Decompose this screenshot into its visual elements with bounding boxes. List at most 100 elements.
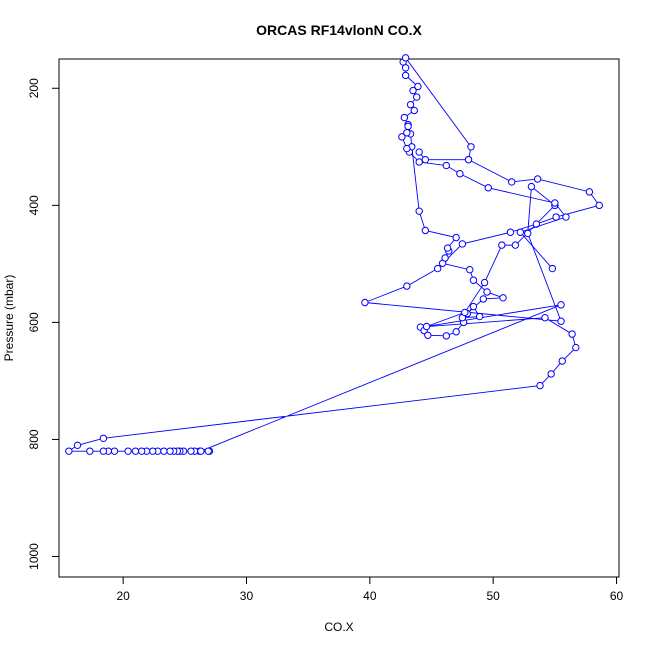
data-point	[557, 301, 565, 309]
series-line	[67, 57, 601, 452]
y-axis-label: Pressure (mbar)	[2, 275, 16, 362]
x-tick-label: 20	[116, 589, 130, 603]
data-point	[442, 161, 451, 170]
y-tick-label: 1000	[27, 543, 41, 570]
data-point	[499, 294, 507, 302]
data-point	[403, 129, 411, 137]
data-point	[415, 158, 423, 166]
data-point	[413, 93, 421, 101]
y-axis: 200 400 600 800 1000	[27, 78, 59, 570]
data-point	[137, 447, 146, 455]
data-point	[398, 133, 406, 141]
data-point	[568, 330, 576, 338]
data-point	[421, 226, 430, 235]
data-point	[99, 447, 108, 455]
data-point	[475, 312, 484, 321]
data-point	[585, 188, 594, 196]
series-3	[415, 148, 473, 164]
data-point	[548, 264, 557, 273]
y-tick-label: 800	[27, 429, 41, 449]
plot-frame	[58, 58, 620, 578]
data-point	[558, 357, 566, 365]
data-point	[507, 178, 516, 186]
data-point	[443, 244, 452, 252]
data-point	[187, 447, 195, 455]
data-point	[403, 282, 411, 290]
data-point	[511, 241, 520, 249]
series-2	[398, 122, 570, 273]
data-point	[541, 314, 549, 322]
data-point	[551, 199, 559, 207]
x-axis: 20 30 40 50 60	[116, 577, 624, 603]
data-point	[124, 447, 132, 455]
data-point	[424, 331, 432, 339]
data-point	[400, 113, 409, 122]
x-tick-label: 40	[363, 589, 377, 603]
data-point	[110, 447, 119, 455]
data-point	[547, 370, 555, 378]
data-point	[452, 233, 460, 242]
series-1	[65, 54, 603, 455]
data-point	[484, 184, 492, 192]
data-point	[464, 155, 473, 164]
data-point	[197, 447, 205, 455]
data-point	[479, 295, 488, 303]
data-point	[65, 447, 73, 455]
data-point	[469, 302, 478, 311]
data-point	[410, 106, 418, 115]
x-tick-label: 50	[487, 589, 501, 603]
data-point	[99, 434, 108, 442]
data-point	[406, 100, 415, 109]
data-point	[498, 241, 506, 249]
data-point	[414, 82, 422, 91]
data-point	[536, 381, 544, 390]
data-point	[516, 228, 525, 236]
data-point	[401, 54, 410, 62]
data-point	[456, 170, 464, 178]
data-point	[409, 86, 417, 95]
data-point	[149, 447, 157, 455]
data-point	[524, 229, 532, 238]
x-tick-label: 60	[610, 589, 624, 603]
data-point	[86, 447, 94, 455]
data-point	[527, 182, 536, 191]
data-point	[160, 447, 168, 455]
x-axis-label: CO.X	[324, 620, 353, 634]
x-tick-label: 30	[240, 589, 254, 603]
data-point	[466, 266, 474, 274]
y-tick-label: 400	[27, 195, 41, 215]
data-point	[572, 343, 580, 352]
series-layer	[65, 54, 603, 455]
data-point	[422, 322, 431, 331]
data-point	[442, 332, 451, 340]
data-point	[557, 317, 565, 325]
data-point	[441, 254, 449, 262]
chart-title: ORCAS RF14vlonN CO.X	[256, 22, 422, 38]
data-point	[595, 201, 603, 210]
data-point	[483, 288, 491, 296]
data-point	[361, 298, 369, 307]
data-point	[467, 143, 475, 151]
data-point	[204, 447, 212, 455]
data-point	[73, 441, 82, 450]
data-point	[166, 447, 174, 455]
data-point	[415, 148, 423, 156]
data-point	[533, 175, 542, 183]
data-point	[452, 328, 460, 336]
data-point	[469, 276, 478, 284]
data-point	[401, 71, 410, 80]
data-point	[421, 155, 430, 164]
y-tick-label: 200	[27, 78, 41, 98]
data-point	[404, 122, 412, 131]
data-point	[461, 308, 469, 317]
data-point	[458, 240, 467, 248]
data-point	[506, 228, 515, 236]
series-line	[401, 126, 567, 269]
data-point	[131, 447, 140, 455]
data-point	[433, 264, 442, 273]
data-point	[562, 213, 570, 221]
y-tick-label: 600	[27, 312, 41, 332]
data-point	[415, 207, 423, 215]
data-point	[480, 278, 489, 287]
